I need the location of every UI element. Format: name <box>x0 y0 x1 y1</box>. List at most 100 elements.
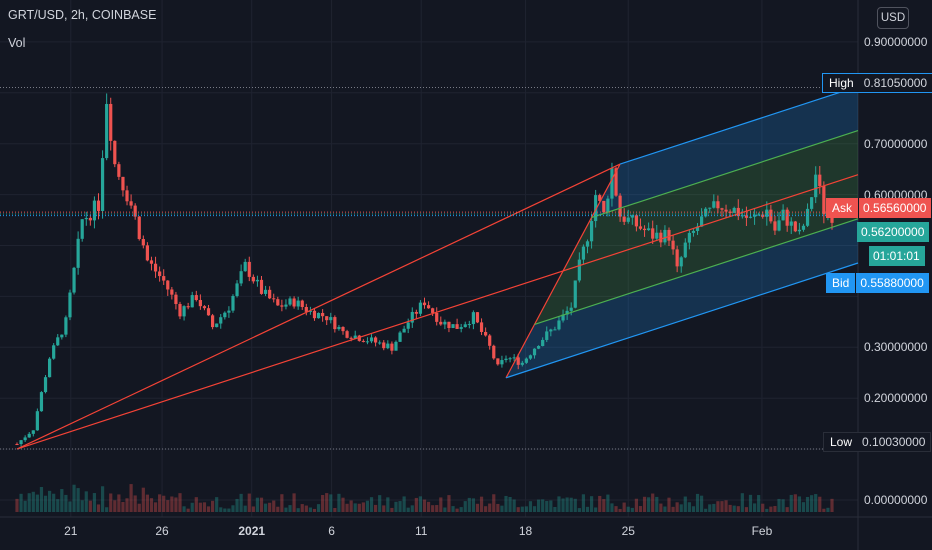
candle-body <box>720 208 724 210</box>
bar-countdown-value: 01:01:01 <box>873 249 920 263</box>
volume-bar <box>459 507 463 512</box>
candle-body <box>190 295 194 308</box>
volume-bar <box>687 502 691 512</box>
volume-bar <box>683 496 687 512</box>
candle-body <box>153 263 158 272</box>
volume-bar <box>304 505 308 512</box>
candle-body <box>475 312 480 323</box>
candle-body <box>492 345 496 359</box>
candle-body <box>532 348 537 356</box>
candle-body <box>202 306 207 309</box>
candle-body <box>451 324 455 328</box>
pitchfork-handle-upper <box>16 163 621 450</box>
candle-body <box>769 209 773 222</box>
volume-bar <box>92 493 97 512</box>
volume-bar <box>500 505 504 512</box>
high-price-tag: High 0.81050000 <box>822 73 932 93</box>
volume-bar <box>496 503 500 512</box>
volume-indicator-label[interactable]: Vol <box>8 36 26 50</box>
candle-body <box>105 103 109 159</box>
volume-bar <box>263 503 268 512</box>
volume-bar <box>826 507 830 512</box>
candle-body <box>80 219 84 239</box>
candle-body <box>109 103 113 141</box>
pitchfork-median-line <box>16 174 859 450</box>
candle-body <box>211 315 215 328</box>
candle-body <box>96 200 101 211</box>
volume-bar <box>435 505 439 512</box>
candle-body <box>125 190 129 202</box>
candle-body <box>667 229 671 241</box>
volume-bar <box>402 496 406 512</box>
volume-bar <box>206 506 211 512</box>
pitchfork-upper-line <box>619 85 859 165</box>
volume-bar <box>752 503 757 512</box>
candle-body <box>259 279 264 294</box>
volume-bar <box>598 495 602 512</box>
candle-body <box>679 257 683 267</box>
volume-bar <box>524 506 528 512</box>
candle-body <box>121 176 125 191</box>
candle-body <box>194 295 198 301</box>
volume-bar <box>276 506 280 512</box>
volume-bar <box>202 502 207 512</box>
volume-bar <box>801 502 806 512</box>
volume-bar <box>691 506 696 512</box>
candle-body <box>235 283 239 296</box>
volume-bar <box>475 503 480 512</box>
candle-body <box>337 326 341 330</box>
volume-bar <box>129 484 133 512</box>
candle-body <box>773 221 777 231</box>
candle-body <box>76 238 80 268</box>
volume-bar <box>239 493 243 512</box>
volume-bar <box>190 502 194 512</box>
volume-bar <box>581 494 586 512</box>
candle-body <box>655 232 659 239</box>
candle-body <box>671 240 675 250</box>
volume-bar <box>100 486 105 512</box>
volume-bar <box>789 494 793 512</box>
candle-body <box>68 292 72 318</box>
volume-bar <box>410 505 414 512</box>
candle-body <box>581 246 586 260</box>
candle-body <box>243 261 247 272</box>
reference-lines <box>0 86 858 450</box>
candle-body <box>88 217 92 221</box>
volume-bar <box>72 484 76 512</box>
candle-body <box>251 276 255 282</box>
candle-body <box>316 312 321 319</box>
volume-bar <box>48 490 52 512</box>
time-tick-label: 6 <box>328 524 335 538</box>
candle-body <box>129 201 133 206</box>
volume-bar <box>333 507 337 512</box>
candle-body <box>801 225 806 230</box>
volume-bar <box>471 498 475 512</box>
candle-body <box>435 312 439 322</box>
candle-body <box>410 311 414 323</box>
candle-body <box>92 200 97 221</box>
volume-bar <box>761 503 765 512</box>
volume-bar <box>414 497 418 512</box>
volume-bar <box>830 498 834 512</box>
volume-bar <box>622 502 626 512</box>
currency-button[interactable]: USD <box>877 7 909 29</box>
candle-body <box>52 345 56 359</box>
volume-bar <box>565 497 569 512</box>
volume-bar <box>492 494 496 512</box>
candle-body <box>541 339 545 347</box>
volume-bar <box>133 495 137 512</box>
volume-bar <box>365 500 370 512</box>
high-tag-name: High <box>829 76 854 90</box>
volume-bar <box>386 497 390 512</box>
candle-body <box>589 221 594 242</box>
candle-body <box>431 308 435 313</box>
candle-body <box>422 302 427 306</box>
pitchfork-handle-base <box>505 163 621 379</box>
candle-body <box>219 317 223 324</box>
candle-body <box>471 312 475 325</box>
candle-body <box>606 198 610 213</box>
volume-bar <box>166 500 170 512</box>
volume-bar <box>716 501 720 512</box>
volume-bar <box>675 502 679 512</box>
